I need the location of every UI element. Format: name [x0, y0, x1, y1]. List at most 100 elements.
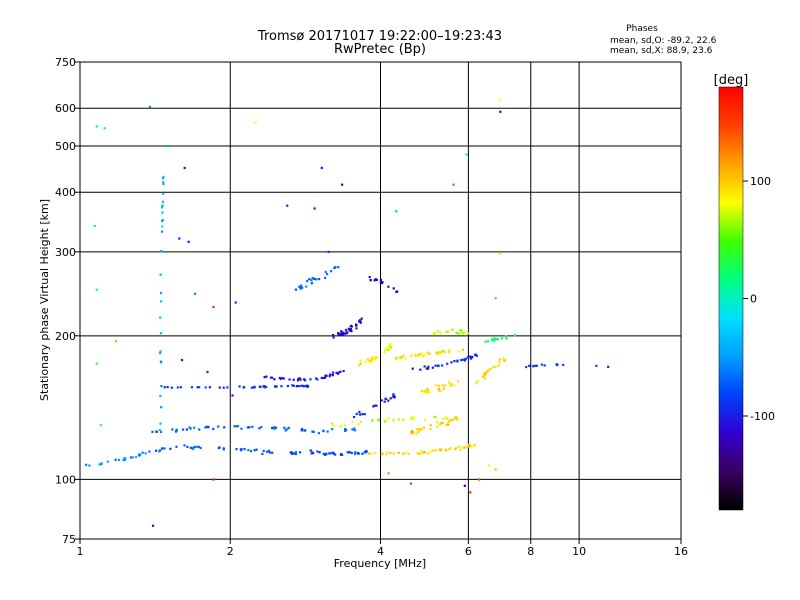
data-point-581 [162, 182, 165, 186]
grid-lines [80, 62, 681, 539]
data-point-10 [123, 458, 127, 461]
data-point-176 [251, 425, 254, 428]
data-point-47 [325, 452, 328, 455]
data-point-61 [316, 450, 319, 453]
data-point-567 [493, 339, 496, 342]
data-point-439 [411, 367, 414, 370]
data-point-449 [463, 331, 466, 334]
data-point-538 [489, 368, 492, 371]
data-point-192 [271, 426, 274, 430]
data-point-664 [395, 210, 398, 213]
data-point-582 [160, 230, 164, 233]
data-point-369 [357, 364, 360, 367]
data-point-187 [311, 430, 314, 433]
data-point-299 [323, 376, 327, 379]
data-point-121 [429, 450, 432, 453]
data-point-73 [218, 446, 221, 449]
data-point-380 [422, 355, 425, 358]
data-point-382 [404, 357, 408, 360]
data-point-496 [372, 405, 375, 408]
x-tick-label-1: 2 [227, 545, 234, 558]
data-point-195 [217, 425, 220, 428]
x-axis-label: Frequency [MHz] [334, 557, 426, 570]
colorbar-ticks: 100 0 -100 [743, 175, 775, 423]
data-point-636 [374, 278, 377, 281]
data-point-45 [175, 445, 178, 448]
data-point-277 [253, 385, 256, 388]
data-point-635 [379, 280, 382, 284]
data-point-116 [467, 445, 470, 448]
data-point-126 [392, 452, 395, 455]
data-point-674 [234, 301, 237, 304]
data-point-519 [429, 424, 432, 427]
data-point-530 [418, 428, 421, 431]
data-point-542 [498, 361, 501, 364]
data-point-139 [454, 447, 457, 451]
data-point-644 [532, 365, 535, 368]
data-point-614 [305, 285, 308, 288]
y-tick-label-0: 75 [62, 533, 76, 546]
y-axis-ticks: 75 100 200 300 400 500 600 750 [55, 56, 80, 546]
data-point-225 [433, 415, 436, 418]
data-point-580 [159, 360, 162, 363]
data-point-2 [88, 464, 91, 467]
data-point-11 [98, 463, 101, 466]
data-point-356 [370, 357, 373, 360]
data-point-368 [371, 356, 374, 359]
data-point-602 [330, 270, 333, 273]
data-point-675 [499, 252, 502, 255]
data-point-398 [402, 354, 405, 357]
data-point-432 [440, 364, 444, 367]
data-point-688 [469, 491, 472, 494]
data-point-482 [437, 389, 440, 392]
data-point-244 [291, 384, 294, 387]
data-point-330 [332, 336, 335, 339]
data-point-302 [331, 371, 335, 374]
data-point-656 [183, 166, 186, 170]
data-point-294 [342, 369, 345, 373]
data-point-304 [296, 379, 300, 382]
data-point-295 [303, 378, 306, 381]
data-point-522 [435, 421, 439, 424]
data-point-31 [158, 450, 161, 453]
chart-subtitle: RwPretec (Bp) [334, 42, 426, 57]
data-point-231 [412, 417, 415, 420]
data-point-507 [410, 432, 413, 435]
data-point-566 [484, 340, 487, 343]
data-point-172 [175, 428, 178, 431]
data-point-585 [159, 316, 162, 319]
data-point-22 [183, 444, 186, 447]
colorbar: [deg] 100 0 -100 [714, 73, 775, 511]
data-point-217 [411, 416, 415, 419]
data-point-662 [465, 153, 468, 156]
stats-line-x: mean, sd,X: 88.9, 23.6 [610, 46, 713, 56]
data-point-546 [492, 365, 495, 368]
data-point-594 [159, 291, 163, 295]
data-point-421 [470, 356, 473, 359]
data-point-165 [248, 426, 251, 429]
data-point-443 [460, 330, 464, 333]
data-point-408 [448, 349, 451, 352]
data-point-27 [298, 451, 302, 454]
data-point-632 [381, 281, 384, 284]
data-point-486 [441, 384, 444, 387]
data-point-262 [242, 386, 245, 389]
data-point-226 [339, 425, 342, 428]
data-point-555 [504, 358, 507, 362]
data-point-420 [466, 356, 469, 359]
data-point-306 [297, 378, 300, 381]
data-point-72 [268, 451, 271, 454]
data-point-655 [166, 145, 170, 148]
data-point-19 [100, 462, 103, 466]
data-point-425 [431, 366, 434, 369]
data-point-96 [161, 447, 164, 450]
data-point-111 [426, 452, 430, 455]
data-point-232 [371, 419, 374, 422]
data-point-21 [141, 451, 144, 454]
data-point-222 [359, 420, 362, 423]
data-point-677 [95, 362, 98, 365]
data-point-533 [444, 423, 447, 427]
data-point-576 [161, 204, 164, 207]
data-point-477 [456, 380, 460, 383]
data-point-600 [161, 200, 164, 203]
